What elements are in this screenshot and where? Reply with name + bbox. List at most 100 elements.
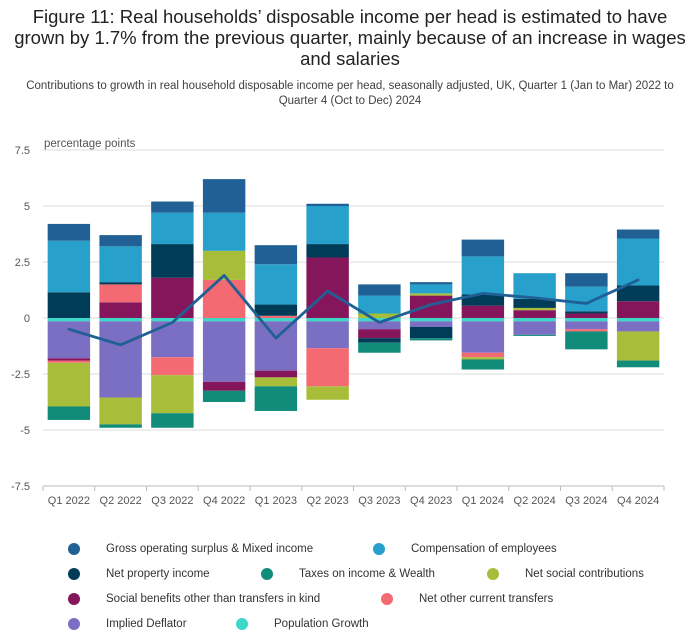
bar-segment xyxy=(254,264,298,305)
bar-segment xyxy=(202,381,246,391)
legend-label: Net other current transfers xyxy=(419,593,554,605)
legend-item-gross-operating-surplus[interactable]: Gross operating surplus & Mixed income xyxy=(68,543,313,555)
bar-segment xyxy=(358,342,401,353)
chart-subtitle: Contributions to growth in real househol… xyxy=(26,80,674,107)
legend-item-population-growth[interactable]: Population Growth xyxy=(236,618,369,630)
y-tick-label: 7.5 xyxy=(15,145,30,157)
bar-segment xyxy=(616,285,660,302)
bar-segment xyxy=(409,295,453,318)
bar-segment xyxy=(513,321,556,335)
bar-segment xyxy=(306,244,349,258)
bar-segment xyxy=(461,352,505,358)
legend-swatch xyxy=(68,618,80,630)
legend-swatch xyxy=(68,543,80,555)
bar-stacks xyxy=(47,179,660,428)
bar-segment xyxy=(513,334,556,336)
y-tick-label: 2.5 xyxy=(15,257,30,269)
bar-segment xyxy=(358,295,401,314)
bar-segment xyxy=(202,390,246,402)
legend-item-compensation-of-employees[interactable]: Compensation of employees xyxy=(373,543,557,555)
y-tick-label: -5 xyxy=(20,425,30,437)
x-tick-label: Q3 2024 xyxy=(565,495,607,507)
bar-segment xyxy=(306,206,349,245)
bar-segment xyxy=(409,293,453,296)
bar-segment xyxy=(513,298,556,308)
bar-segment xyxy=(513,273,556,299)
bar-segment xyxy=(306,257,349,318)
bar-segment xyxy=(99,397,142,425)
bar-segment xyxy=(461,305,505,318)
bar-segment xyxy=(358,313,401,318)
legend-swatch xyxy=(236,618,248,630)
bar-segment xyxy=(99,235,142,247)
bar-segment xyxy=(47,292,91,318)
bar-segment xyxy=(565,318,608,322)
bar-segment xyxy=(47,362,91,407)
bar-segment xyxy=(513,310,556,318)
legend-swatch xyxy=(487,568,499,580)
gridlines xyxy=(43,149,664,431)
bar-segment xyxy=(254,315,298,318)
y-tick-label: 5 xyxy=(24,201,30,213)
bar-segment xyxy=(358,338,401,343)
bar-segment xyxy=(202,279,246,318)
bar-segment xyxy=(306,386,349,400)
x-tick-label: Q4 2024 xyxy=(617,495,659,507)
bar-segment xyxy=(565,286,608,312)
x-tick-label: Q1 2024 xyxy=(462,495,504,507)
income-line xyxy=(67,274,640,347)
legend-item-net-property-income[interactable]: Net property income xyxy=(68,568,210,580)
income-line-path xyxy=(67,274,640,347)
legend-item-taxes-on-income[interactable]: Taxes on income & Wealth xyxy=(261,568,435,580)
bar-segment xyxy=(513,318,556,322)
bar-segment xyxy=(254,318,298,322)
bar-segment xyxy=(616,318,660,322)
bar-segment xyxy=(202,179,246,213)
bar-segment xyxy=(461,359,505,370)
bar-segment xyxy=(254,370,298,378)
bar-segment xyxy=(616,321,660,332)
bar-segment xyxy=(513,307,556,311)
chart-title: Figure 11: Real households’ disposable i… xyxy=(14,6,686,69)
bar-segment xyxy=(461,294,505,306)
legend-item-net-other-current-transfers[interactable]: Net other current transfers xyxy=(381,593,553,605)
bar-segment xyxy=(202,318,246,322)
bar-segment xyxy=(151,375,194,414)
bar-segment xyxy=(409,318,453,322)
y-tick-label: -7.5 xyxy=(11,481,30,493)
bar-segment xyxy=(47,240,91,293)
bar-segment xyxy=(565,313,608,318)
bar-segment xyxy=(151,413,194,428)
bar-segment xyxy=(254,321,298,371)
legend-item-social-benefits[interactable]: Social benefits other than transfers in … xyxy=(68,593,320,605)
legend-swatch xyxy=(373,543,385,555)
bar-segment xyxy=(409,321,453,327)
legend-label: Population Growth xyxy=(274,618,369,630)
legend-label: Compensation of employees xyxy=(411,543,557,555)
x-tick-label: Q2 2024 xyxy=(514,495,556,507)
bar-segment xyxy=(151,244,194,278)
bar-segment xyxy=(151,357,194,376)
bar-segment xyxy=(461,256,505,295)
x-tick-label: Q3 2023 xyxy=(358,495,400,507)
x-tick-label: Q4 2022 xyxy=(203,495,245,507)
bar-segment xyxy=(461,321,505,353)
y-tick-label: -2.5 xyxy=(11,369,30,381)
legend-swatch xyxy=(261,568,273,580)
bar-segment xyxy=(409,338,453,341)
bar-segment xyxy=(565,331,608,350)
legend-label: Net property income xyxy=(106,568,210,580)
legend-label: Social benefits other than transfers in … xyxy=(106,593,321,605)
y-axis-label: percentage points xyxy=(44,138,136,150)
bar-segment xyxy=(461,318,505,322)
y-tick-label: 0 xyxy=(24,313,30,325)
bar-segment xyxy=(151,277,194,318)
bar-segment xyxy=(616,360,660,368)
legend-item-implied-deflator[interactable]: Implied Deflator xyxy=(68,618,187,630)
x-tick-label: Q2 2023 xyxy=(307,495,349,507)
bar-segment xyxy=(358,284,401,296)
bar-segment xyxy=(99,318,142,322)
legend-item-net-social-contributions[interactable]: Net social contributions xyxy=(487,568,644,580)
